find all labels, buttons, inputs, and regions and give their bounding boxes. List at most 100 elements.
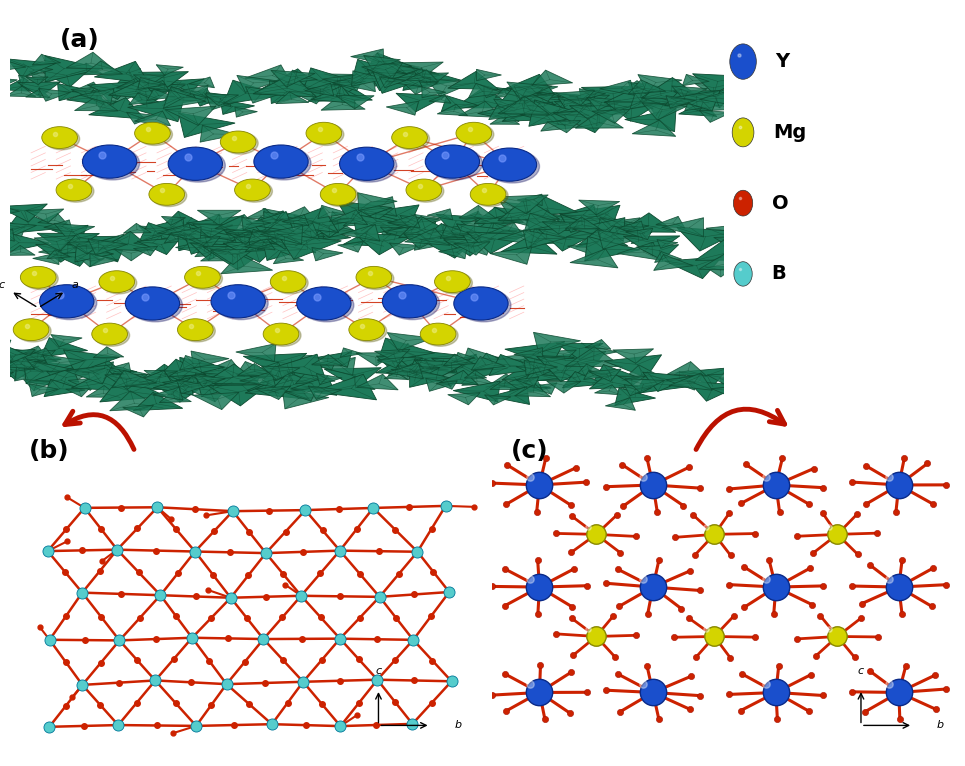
Polygon shape	[387, 363, 424, 379]
Polygon shape	[372, 69, 430, 93]
Polygon shape	[489, 355, 540, 375]
Polygon shape	[192, 377, 233, 391]
Polygon shape	[69, 239, 95, 249]
Polygon shape	[271, 70, 315, 87]
Polygon shape	[165, 218, 199, 232]
Polygon shape	[245, 231, 300, 251]
Polygon shape	[500, 202, 531, 214]
Polygon shape	[665, 89, 709, 106]
Polygon shape	[145, 218, 185, 237]
Polygon shape	[321, 221, 358, 234]
Polygon shape	[159, 391, 191, 403]
Polygon shape	[575, 112, 623, 128]
Polygon shape	[696, 239, 758, 260]
Polygon shape	[285, 388, 317, 401]
Polygon shape	[204, 364, 261, 385]
Polygon shape	[79, 257, 104, 267]
Polygon shape	[389, 214, 420, 228]
Polygon shape	[707, 373, 747, 388]
Polygon shape	[427, 224, 457, 234]
Polygon shape	[474, 208, 520, 224]
Polygon shape	[83, 359, 124, 374]
Polygon shape	[183, 376, 207, 385]
Polygon shape	[642, 103, 687, 120]
Polygon shape	[514, 348, 542, 361]
Polygon shape	[579, 200, 620, 215]
Circle shape	[299, 289, 354, 322]
Polygon shape	[207, 97, 238, 110]
Polygon shape	[156, 81, 188, 94]
Polygon shape	[39, 244, 71, 257]
Polygon shape	[329, 210, 368, 224]
Polygon shape	[23, 379, 53, 391]
Polygon shape	[277, 234, 342, 260]
Polygon shape	[397, 366, 440, 381]
Polygon shape	[452, 228, 478, 238]
Polygon shape	[375, 359, 418, 375]
Polygon shape	[455, 87, 514, 108]
Polygon shape	[231, 215, 296, 241]
Polygon shape	[596, 103, 629, 115]
Polygon shape	[192, 228, 243, 250]
Polygon shape	[597, 230, 643, 249]
Polygon shape	[625, 228, 652, 240]
Polygon shape	[88, 82, 134, 100]
Polygon shape	[695, 83, 732, 97]
Circle shape	[732, 118, 754, 147]
Polygon shape	[33, 253, 59, 264]
Circle shape	[101, 272, 137, 294]
Polygon shape	[388, 218, 416, 230]
Polygon shape	[109, 80, 158, 99]
Polygon shape	[72, 368, 104, 380]
Polygon shape	[159, 84, 185, 93]
Polygon shape	[477, 70, 502, 80]
Circle shape	[171, 149, 225, 182]
Circle shape	[470, 183, 506, 205]
Polygon shape	[427, 354, 483, 378]
Polygon shape	[341, 348, 362, 357]
Polygon shape	[201, 252, 227, 261]
Polygon shape	[71, 369, 130, 391]
Polygon shape	[283, 214, 309, 226]
Polygon shape	[300, 84, 341, 98]
Polygon shape	[501, 234, 557, 254]
Polygon shape	[179, 113, 234, 137]
Circle shape	[40, 285, 94, 318]
Polygon shape	[7, 245, 35, 255]
Polygon shape	[189, 77, 214, 88]
Polygon shape	[507, 82, 552, 100]
Polygon shape	[64, 241, 96, 255]
Polygon shape	[324, 74, 357, 86]
Polygon shape	[214, 376, 259, 395]
Polygon shape	[400, 215, 441, 232]
Polygon shape	[24, 359, 78, 384]
Polygon shape	[69, 378, 101, 391]
Polygon shape	[46, 372, 89, 387]
Polygon shape	[296, 378, 318, 386]
Polygon shape	[653, 254, 693, 270]
Circle shape	[211, 285, 265, 318]
Circle shape	[128, 289, 182, 322]
Polygon shape	[663, 372, 695, 382]
Polygon shape	[643, 372, 692, 391]
Polygon shape	[471, 215, 519, 234]
Polygon shape	[602, 226, 638, 240]
Polygon shape	[0, 349, 35, 373]
Polygon shape	[26, 350, 55, 362]
Polygon shape	[609, 218, 648, 236]
Polygon shape	[467, 232, 526, 254]
Circle shape	[178, 319, 213, 341]
Text: (b): (b)	[29, 439, 69, 463]
Polygon shape	[398, 349, 458, 372]
Polygon shape	[115, 249, 148, 260]
Polygon shape	[529, 383, 557, 394]
Polygon shape	[662, 218, 703, 237]
Polygon shape	[354, 234, 413, 255]
Polygon shape	[17, 82, 61, 97]
Polygon shape	[454, 381, 500, 402]
Polygon shape	[488, 106, 524, 119]
Polygon shape	[377, 338, 434, 362]
Polygon shape	[263, 211, 303, 230]
Polygon shape	[245, 65, 291, 83]
Polygon shape	[387, 332, 432, 351]
